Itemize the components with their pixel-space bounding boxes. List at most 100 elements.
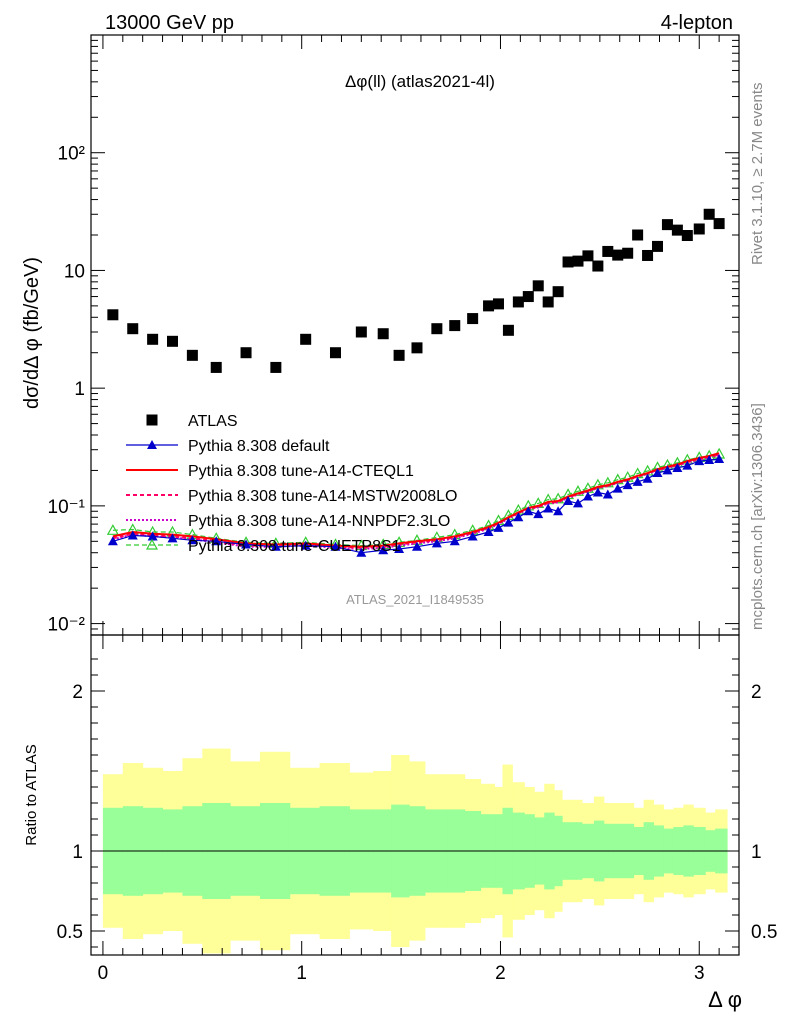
data-point-triangle — [431, 538, 442, 548]
data-point-square — [329, 347, 341, 359]
data-point-triangle — [147, 531, 158, 541]
ratio-frame — [90, 634, 740, 956]
data-point-open-triangle — [145, 538, 159, 550]
data-point-triangle — [582, 491, 593, 501]
data-point-square — [355, 326, 367, 338]
data-point-triangle — [652, 468, 663, 478]
data-point-square — [512, 296, 524, 308]
data-point-triangle — [167, 533, 178, 543]
data-point-open-triangle — [571, 485, 585, 496]
y-tick-label: 1 — [74, 379, 85, 400]
data-point-square — [146, 414, 158, 426]
data-point-triangle — [513, 512, 524, 522]
data-point-square — [522, 291, 534, 303]
data-point-square — [642, 249, 654, 261]
x-tick-label: 1 — [296, 963, 307, 984]
data-point-triangle — [714, 454, 725, 464]
data-point-triangle — [543, 503, 554, 513]
main-title: Δφ(ll) (atlas2021-4l) — [345, 72, 495, 91]
ratio-bands — [91, 748, 739, 954]
data-point-triangle — [533, 509, 544, 519]
data-point-square — [210, 361, 222, 373]
data-point-triangle — [147, 440, 157, 449]
ratio-y-tick-label-right: 2 — [751, 682, 762, 703]
data-point-square — [552, 286, 564, 298]
data-point-triangle — [211, 536, 222, 546]
data-point-triangle — [694, 456, 705, 466]
legend: ATLAS Pythia 8.308 default Pythia 8.308 tu… — [126, 413, 457, 555]
main-panel: 10⁻² 10⁻¹ 1 10 10² Δφ(ll) (atlas2021-4l) ATL… — [21, 34, 740, 636]
data-point-triangle — [523, 506, 534, 516]
data-point-square — [270, 361, 282, 373]
data-point-triangle — [632, 476, 643, 486]
data-point-triangle — [612, 483, 623, 493]
data-point-square — [671, 224, 683, 236]
main-axis-ticks: 10⁻² 10⁻¹ 1 10 10² — [48, 35, 739, 636]
ratio-y-tick-label-right: 1 — [751, 842, 762, 863]
ratio-y-axis-label: Ratio to ATLAS — [23, 744, 40, 845]
data-point-square — [661, 219, 673, 231]
data-point-square — [622, 247, 634, 259]
data-point-triangle — [704, 455, 715, 465]
data-point-square — [411, 342, 423, 354]
data-point-square — [592, 260, 604, 272]
data-point-square — [127, 323, 139, 335]
data-point-triangle — [107, 536, 118, 546]
data-point-square — [431, 323, 443, 335]
data-point-square — [612, 249, 624, 261]
legend-entry: Pythia 8.308 tune-CUETP8S1 — [188, 538, 401, 555]
data-point-triangle — [672, 462, 683, 472]
x-tick-label: 0 — [98, 963, 109, 984]
data-point-square — [572, 255, 584, 267]
y-tick-label: 10² — [58, 144, 85, 165]
data-point-square — [532, 280, 544, 292]
data-point-square — [166, 335, 178, 347]
data-point-triangle — [572, 498, 583, 508]
data-point-triangle — [127, 530, 138, 540]
data-point-triangle — [642, 473, 653, 483]
data-point-triangle — [411, 541, 422, 551]
data-point-square — [449, 320, 461, 332]
y-tick-label: 10 — [64, 261, 85, 282]
data-point-square — [240, 347, 252, 359]
rivet-version-label: Rivet 3.1.10, ≥ 2.7M events — [749, 83, 766, 266]
data-point-triangle — [483, 526, 494, 536]
data-point-triangle — [682, 460, 693, 470]
data-point-open-triangle — [106, 524, 119, 535]
mcplots-label: mcplots.cern.ch [arXiv:1306.3436] — [749, 403, 766, 630]
ratio-panel: 0.5 0.5 1 1 2 2 0 1 2 3 Ratio to ATLAS Δ φ — [23, 634, 777, 1012]
data-point-triangle — [602, 489, 613, 499]
main-series-group — [106, 208, 726, 557]
data-point-square — [582, 250, 594, 262]
ratio-axis-ticks: 0.5 0.5 1 1 2 2 0 1 2 3 — [57, 635, 777, 984]
data-point-open-triangle — [552, 492, 565, 504]
data-point-square — [632, 229, 644, 241]
data-point-square — [492, 298, 504, 310]
data-point-triangle — [493, 522, 504, 532]
y-tick-label: 10⁻² — [48, 615, 86, 636]
data-point-square — [681, 230, 693, 242]
data-point-triangle — [187, 535, 198, 545]
main-y-axis-label: dσ/dΔ φ (fb/GeV) — [21, 257, 43, 409]
data-point-triangle — [241, 539, 252, 549]
ratio-y-tick-label-left: 2 — [72, 682, 83, 703]
data-point-triangle — [378, 545, 389, 555]
header-right-label: 4-lepton — [661, 12, 733, 34]
data-point-square — [713, 218, 725, 230]
analysis-watermark: ATLAS_2021_I1849535 — [346, 592, 484, 607]
ratio-y-tick-label-right: 0.5 — [751, 922, 777, 943]
data-point-square — [147, 333, 159, 345]
data-point-triangle — [662, 465, 673, 475]
y-tick-label: 10⁻¹ — [48, 497, 86, 518]
legend-entry: Pythia 8.308 tune-A14-CTEQL1 — [188, 463, 414, 480]
x-tick-label: 2 — [495, 963, 506, 984]
data-point-triangle — [394, 544, 405, 554]
data-point-triangle — [270, 541, 281, 551]
data-point-triangle — [592, 487, 603, 497]
data-point-square — [107, 309, 119, 321]
data-point-triangle — [300, 540, 311, 550]
data-point-square — [467, 313, 479, 325]
data-point-square — [652, 240, 664, 252]
data-point-triangle — [553, 506, 564, 516]
